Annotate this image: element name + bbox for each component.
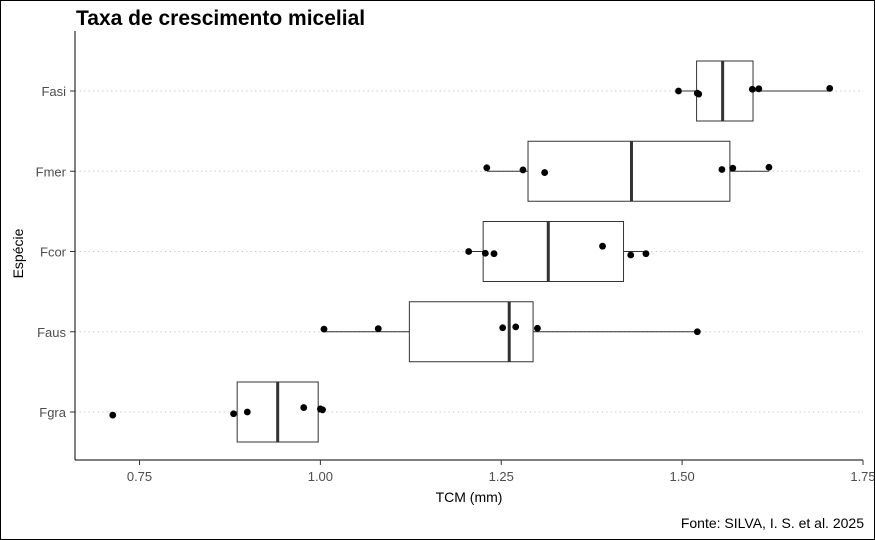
x-tick-label: 1.25 xyxy=(489,469,514,484)
data-point-fcor xyxy=(481,249,489,257)
data-point-fasi xyxy=(755,85,763,93)
box-iqr xyxy=(408,301,534,363)
box-fgra xyxy=(233,381,321,443)
x-tick-label: 1.00 xyxy=(308,469,333,484)
data-point-fcor xyxy=(599,242,606,250)
y-tick-label: Faus xyxy=(37,325,66,340)
y-tick-label: Fmer xyxy=(36,164,67,179)
data-point-faus xyxy=(512,323,520,331)
data-point-fasi xyxy=(748,85,756,93)
y-tick-label: Fgra xyxy=(39,405,67,420)
box-faus xyxy=(323,301,698,363)
x-axis-title: TCM (mm) xyxy=(436,489,503,505)
data-point-faus xyxy=(693,328,701,336)
x-tick-label: 1.50 xyxy=(669,469,694,484)
chart-title: Taxa de crescimento micelial xyxy=(76,7,366,30)
data-point-fmer xyxy=(765,163,773,171)
data-point-faus xyxy=(374,325,382,333)
y-axis-title: Espécie xyxy=(10,228,26,278)
data-point-fgra xyxy=(319,406,326,414)
data-point-fcor xyxy=(642,250,650,258)
data-point-fcor xyxy=(627,251,635,259)
data-point-fmer xyxy=(729,164,737,172)
data-point-fmer xyxy=(541,169,549,176)
data-point-faus xyxy=(499,324,507,332)
box-fmer xyxy=(486,140,769,202)
box-iqr xyxy=(696,60,754,122)
data-point-fmer xyxy=(483,164,491,172)
data-point-fasi xyxy=(695,90,703,98)
y-tick-label: Fasi xyxy=(41,84,66,99)
data-point-fasi xyxy=(826,84,834,92)
data-point-faus xyxy=(534,324,541,332)
data-point-fasi xyxy=(675,87,682,95)
data-point-fcor xyxy=(490,250,498,258)
chart-caption: Fonte: SILVA, I. S. et al. 2025 xyxy=(680,515,864,531)
box-fasi xyxy=(682,60,830,122)
data-point-fcor xyxy=(465,248,473,255)
data-point-faus xyxy=(320,325,328,333)
data-point-fgra xyxy=(230,410,237,418)
x-tick-label: 0.75 xyxy=(127,469,152,484)
x-tick-label: 1.75 xyxy=(850,469,874,484)
data-point-fgra xyxy=(243,408,251,416)
box-iqr xyxy=(527,140,731,202)
data-point-fgra xyxy=(109,411,117,419)
box-fcor xyxy=(468,221,646,282)
data-point-fmer xyxy=(519,166,527,174)
data-point-fgra xyxy=(300,404,308,411)
y-tick-label: Fcor xyxy=(40,245,67,260)
data-point-fmer xyxy=(718,166,726,173)
box-iqr xyxy=(482,221,625,282)
